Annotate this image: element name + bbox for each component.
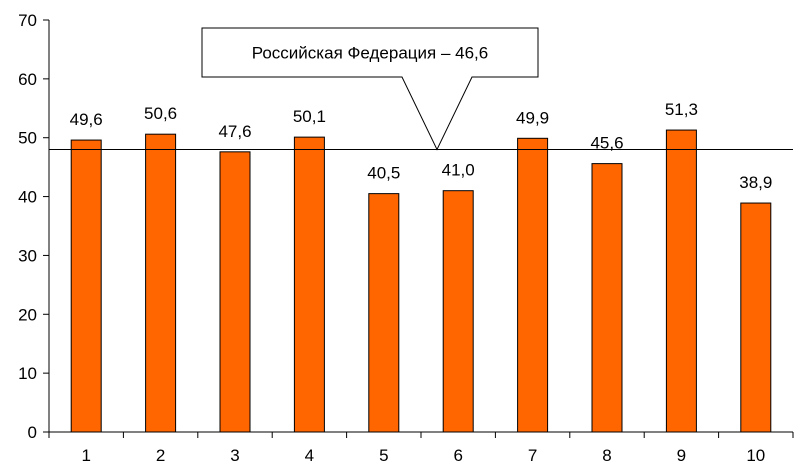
x-tick-label: 9 (677, 446, 686, 465)
x-tick-label: 2 (156, 446, 165, 465)
bar (145, 133, 177, 433)
bar-value-label: 38,9 (739, 173, 772, 192)
bar (517, 137, 549, 433)
bar-value-label: 41,0 (442, 161, 475, 180)
bar-value-label: 51,3 (665, 100, 698, 119)
bar (293, 136, 325, 433)
x-tick-label: 1 (81, 446, 90, 465)
bar-value-label: 50,6 (144, 104, 177, 123)
bar (591, 163, 623, 433)
bar (70, 139, 102, 433)
bar (740, 202, 772, 433)
y-tick-label: 50 (18, 129, 37, 148)
x-tick-label: 6 (453, 446, 462, 465)
y-tick-label: 30 (18, 246, 37, 265)
data-labels: 49,6 50,6 47,6 50,1 40,5 41,0 49,9 45,6 51,3 38,9 (70, 100, 773, 192)
x-tick-label: 7 (528, 446, 537, 465)
bar-value-label: 49,6 (70, 110, 103, 129)
bar (665, 129, 697, 433)
bar (442, 190, 474, 433)
x-tick-label: 10 (746, 446, 765, 465)
bar (219, 151, 251, 433)
x-tick-label: 5 (379, 446, 388, 465)
callout: Российская Федерация – 46,6 (201, 27, 539, 151)
bar-value-label: 40,5 (367, 164, 400, 183)
x-axis: 1 2 3 4 5 6 7 8 9 10 (48, 431, 794, 465)
bars (70, 129, 772, 433)
y-tick-label: 0 (28, 423, 37, 442)
y-tick-label: 60 (18, 70, 37, 89)
callout-box (201, 27, 539, 151)
y-axis: 0 10 20 30 40 50 60 70 (18, 11, 50, 442)
bar-value-label: 47,6 (218, 122, 251, 141)
y-tick-label: 70 (18, 11, 37, 30)
bar-value-label: 50,1 (293, 107, 326, 126)
x-tick-label: 3 (230, 446, 239, 465)
y-tick-label: 10 (18, 364, 37, 383)
bar-value-label: 49,9 (516, 108, 549, 127)
y-tick-label: 20 (18, 305, 37, 324)
x-tick-label: 4 (305, 446, 314, 465)
bar-value-label: 45,6 (590, 134, 623, 153)
bar (368, 193, 400, 433)
y-tick-label: 40 (18, 188, 37, 207)
callout-label: Российская Федерация – 46,6 (252, 44, 488, 63)
x-tick-label: 8 (602, 446, 611, 465)
